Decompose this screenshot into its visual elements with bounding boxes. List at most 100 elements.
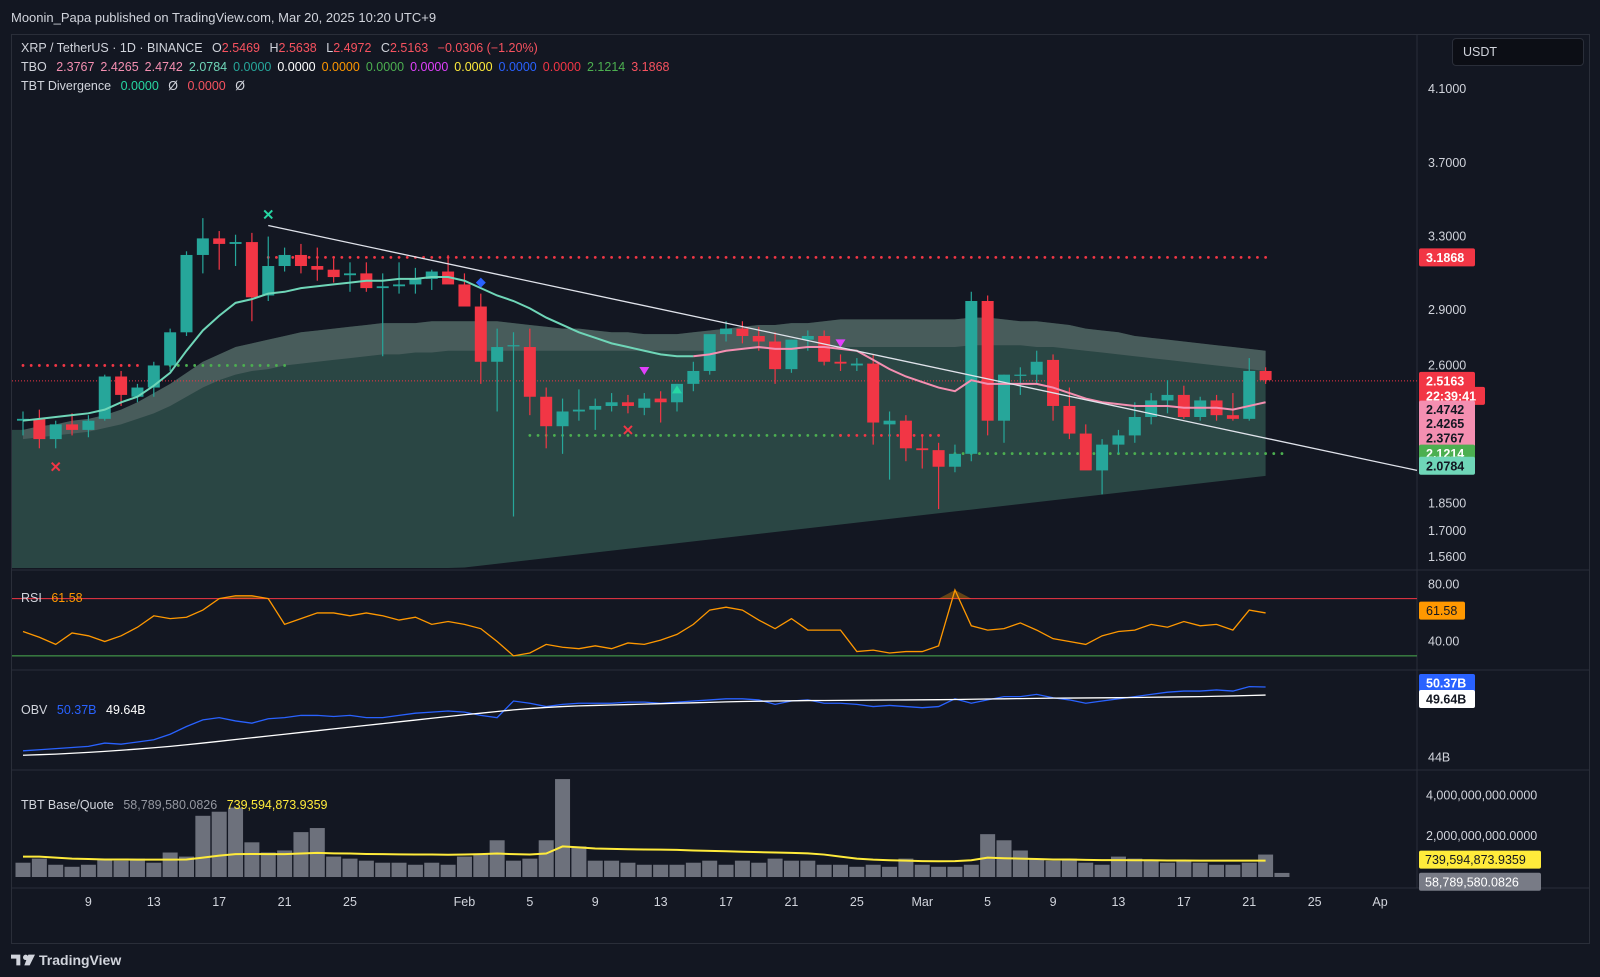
time-tick-label: 17 <box>1177 895 1191 909</box>
resistance-dot <box>593 255 597 259</box>
resistance-dot <box>1206 255 1210 259</box>
volume-bar <box>1045 860 1061 877</box>
resistance-dot <box>487 255 491 259</box>
candle-body <box>1161 394 1174 401</box>
obv-ma-line <box>22 694 1266 756</box>
red-dot <box>847 434 851 437</box>
price-tick-label: 1.7000 <box>1428 524 1466 538</box>
red-dot <box>855 434 859 437</box>
price-tag-label: 2.0784 <box>1426 459 1464 473</box>
green-dot <box>790 434 793 437</box>
candle-body <box>491 347 504 362</box>
rsi-tag-label: 61.58 <box>1426 604 1457 618</box>
resistance-dot <box>340 255 344 259</box>
tradingview-logo-icon <box>11 954 35 966</box>
price-tick-label: 1.5600 <box>1428 550 1466 564</box>
volume-bar <box>1176 860 1192 877</box>
candle-body <box>33 418 46 440</box>
resistance-dot <box>1051 255 1055 259</box>
resistance-dot <box>454 255 458 259</box>
resistance-dot <box>741 255 744 259</box>
footer-brand: TradingView <box>11 948 121 972</box>
green-dot <box>536 434 540 437</box>
green-dot <box>610 434 613 437</box>
volume-bar <box>816 864 832 877</box>
volume-bar <box>1127 858 1143 877</box>
volume-bar <box>48 864 64 877</box>
candle-body <box>540 396 553 427</box>
resistance-dot <box>1117 255 1120 259</box>
volume-bar <box>1274 872 1290 877</box>
legend-o: 2.5469 <box>221 41 260 55</box>
volume-bar <box>1258 854 1274 877</box>
volume-ma-line <box>23 845 1266 863</box>
legend-tbo-value: 0.0000 <box>321 60 360 74</box>
resistance-dot <box>405 255 409 259</box>
candle-body <box>687 370 700 384</box>
legend-tbo-value: 0.0000 <box>277 60 316 74</box>
volume-bar <box>833 864 848 877</box>
candle-body <box>899 420 912 449</box>
green-dot <box>634 434 638 437</box>
resistance-dot <box>945 255 949 259</box>
candle-body <box>867 363 880 423</box>
green-dot <box>1108 452 1112 455</box>
resistance-dot <box>275 255 278 259</box>
resistance-dot <box>1198 255 1202 259</box>
time-tick-label: 17 <box>719 895 733 909</box>
candle-body <box>49 424 62 440</box>
green-dot <box>708 434 712 437</box>
candle-body <box>196 238 209 255</box>
green-dot <box>1223 452 1227 455</box>
resistance-dot <box>716 255 720 259</box>
resistance-dot <box>585 255 589 259</box>
green-dot <box>577 434 581 437</box>
pivot-red-dot <box>21 364 25 367</box>
resistance-dot <box>495 255 499 259</box>
volume-bar <box>1241 862 1257 877</box>
price-tag <box>1419 248 1475 267</box>
volume-bar <box>228 807 244 877</box>
volume-bar <box>898 858 914 877</box>
legend-tbt-div-v2: 0.0000 <box>187 79 226 93</box>
green-dot <box>700 434 703 437</box>
candle-body <box>1177 394 1190 418</box>
resistance-dot <box>953 255 957 259</box>
resistance-dot <box>479 255 483 259</box>
pivot-red-dot <box>127 364 131 367</box>
green-dot <box>1076 452 1079 455</box>
time-tick-label: 9 <box>85 895 92 909</box>
green-dot <box>749 434 752 437</box>
resistance-dot <box>683 255 687 259</box>
candle-body <box>1063 405 1076 434</box>
obv-tag <box>1419 690 1475 709</box>
volume-tag <box>1419 850 1541 869</box>
pivot-red-dot <box>46 364 49 367</box>
green-dot <box>765 434 769 437</box>
resistance-dot <box>438 255 442 259</box>
candle-body <box>229 242 242 244</box>
time-tick-label: 21 <box>1242 895 1256 909</box>
green-dot <box>217 364 221 367</box>
legend-tbo-label: TBO <box>21 60 47 74</box>
currency-selector[interactable]: USDT <box>1452 38 1584 66</box>
time-tick-label: 25 <box>850 895 864 909</box>
price-tag-label: 2.5163 <box>1426 374 1464 388</box>
resistance-dot <box>430 255 434 259</box>
resistance-dot <box>765 255 769 259</box>
legend-o-label: O <box>212 41 222 55</box>
price-tag <box>1419 371 1475 390</box>
volume-tag-label: 739,594,873.9359 <box>1425 853 1526 867</box>
resistance-dot <box>373 255 376 259</box>
legend-l-label: L <box>326 41 334 55</box>
candle-body <box>131 387 144 397</box>
volume-tag-label: 58,789,580.0826 <box>1425 875 1519 889</box>
legend-pair: XRP / TetherUS · 1D · BINANCE <box>21 41 203 55</box>
resistance-dot <box>324 255 327 259</box>
volume-bar <box>244 842 260 877</box>
rsi-tick-label: 40.00 <box>1428 635 1459 649</box>
resistance-dot <box>503 255 507 259</box>
volume-bar <box>538 840 554 877</box>
legend-volume: TBT Base/Quote 58,789,580.0826 739,594,8… <box>21 798 333 812</box>
